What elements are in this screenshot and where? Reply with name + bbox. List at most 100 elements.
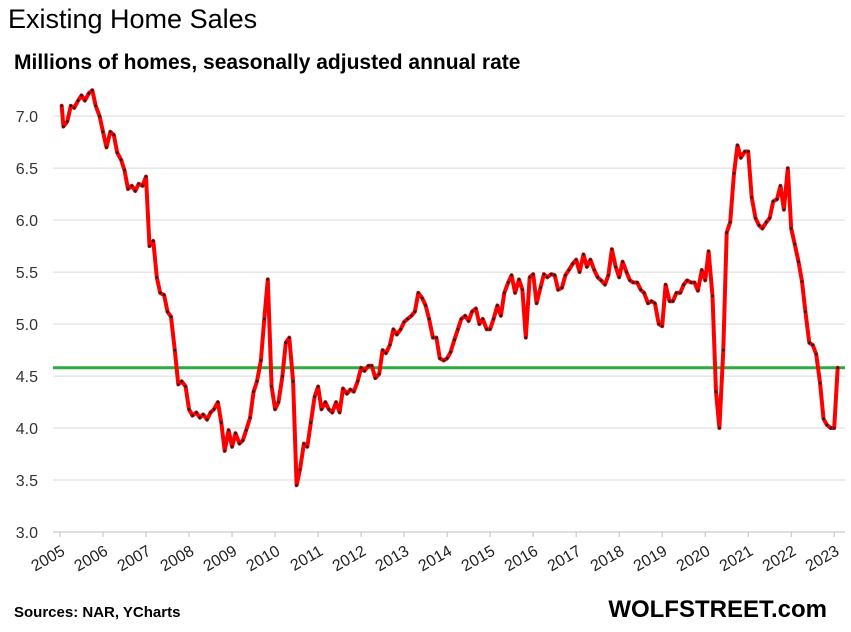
data-point (814, 352, 818, 356)
x-tick-label: 2022 (760, 543, 799, 576)
data-point (513, 291, 517, 295)
data-point (675, 291, 678, 295)
data-point (234, 431, 237, 435)
data-point (241, 439, 245, 442)
data-point (173, 348, 177, 352)
data-point (98, 114, 101, 118)
data-point (287, 336, 291, 339)
data-point (481, 317, 485, 321)
data-point (80, 94, 83, 97)
data-point (144, 175, 148, 178)
data-point (556, 288, 560, 292)
data-point (219, 421, 223, 425)
data-point (195, 411, 198, 414)
x-tick-label: 2011 (288, 543, 326, 575)
data-point (305, 445, 309, 449)
data-point (399, 327, 403, 331)
data-point (502, 291, 506, 295)
data-point (83, 99, 87, 102)
data-point (510, 273, 513, 277)
data-point (832, 426, 836, 430)
data-point (736, 143, 739, 147)
x-tick-label: 2019 (631, 543, 670, 576)
data-point (545, 275, 549, 279)
data-point (248, 416, 252, 420)
data-point (184, 385, 188, 388)
x-tick-label: 2007 (115, 543, 154, 576)
data-point (115, 151, 119, 155)
data-point (384, 351, 388, 355)
data-point (506, 281, 510, 284)
data-point (169, 315, 173, 319)
y-tick-label: 7.0 (16, 109, 38, 126)
data-point (148, 244, 151, 248)
data-point (825, 423, 829, 427)
data-point (151, 239, 155, 243)
data-point (137, 182, 141, 186)
data-point (488, 327, 492, 331)
data-point (410, 314, 413, 318)
data-point (725, 231, 729, 235)
data-point (711, 294, 714, 298)
data-point (327, 407, 331, 411)
data-point (467, 319, 470, 323)
data-point (754, 216, 757, 220)
data-point (302, 442, 306, 445)
data-point (700, 268, 704, 272)
data-point (370, 364, 374, 368)
series-line (59, 88, 840, 488)
data-point (786, 166, 790, 170)
data-point (273, 407, 277, 411)
data-point (603, 283, 607, 286)
data-point (69, 104, 73, 108)
data-point (123, 168, 126, 172)
data-point (359, 366, 363, 370)
data-point (216, 400, 220, 404)
chart-subtitle: Millions of homes, seasonally adjusted a… (14, 51, 521, 74)
data-point (564, 273, 567, 277)
data-point (356, 379, 360, 383)
x-axis (53, 531, 845, 537)
x-tick-label: 2005 (29, 543, 68, 576)
data-point (180, 379, 184, 383)
data-point (223, 449, 227, 453)
data-point (453, 338, 456, 342)
x-tick-label: 2016 (502, 543, 541, 576)
data-point (266, 278, 270, 281)
x-tick-label: 2021 (717, 543, 756, 576)
y-tick-label: 5.5 (16, 265, 38, 282)
data-point (402, 320, 406, 324)
x-tick-label: 2015 (459, 543, 498, 576)
y-axis-ticks: 3.0 3.5 4.0 4.5 5.0 5.5 6.0 6.5 7.0 (16, 109, 38, 542)
data-point (678, 291, 682, 295)
data-point (585, 265, 589, 269)
data-point (65, 120, 69, 123)
data-point (238, 442, 241, 445)
data-point (427, 317, 431, 321)
data-point (657, 322, 661, 326)
data-point (463, 314, 467, 318)
data-point (642, 291, 646, 295)
data-point (338, 411, 341, 414)
data-point (524, 336, 528, 339)
data-point (155, 275, 159, 279)
data-point (162, 293, 166, 297)
data-point (617, 275, 621, 279)
data-point (60, 104, 64, 108)
data-point (126, 187, 130, 191)
data-point (567, 268, 571, 272)
data-point (345, 392, 349, 396)
data-point (646, 301, 650, 305)
data-point (367, 364, 370, 368)
data-point (499, 314, 503, 318)
data-point (596, 275, 600, 279)
data-point (560, 286, 564, 290)
data-point (72, 106, 76, 110)
data-point (130, 184, 134, 188)
data-point (119, 158, 123, 162)
data-point (298, 468, 302, 471)
data-point (205, 418, 209, 422)
sources-note: Sources: NAR, YCharts (14, 604, 181, 621)
data-point (470, 310, 474, 313)
data-point (341, 387, 345, 390)
